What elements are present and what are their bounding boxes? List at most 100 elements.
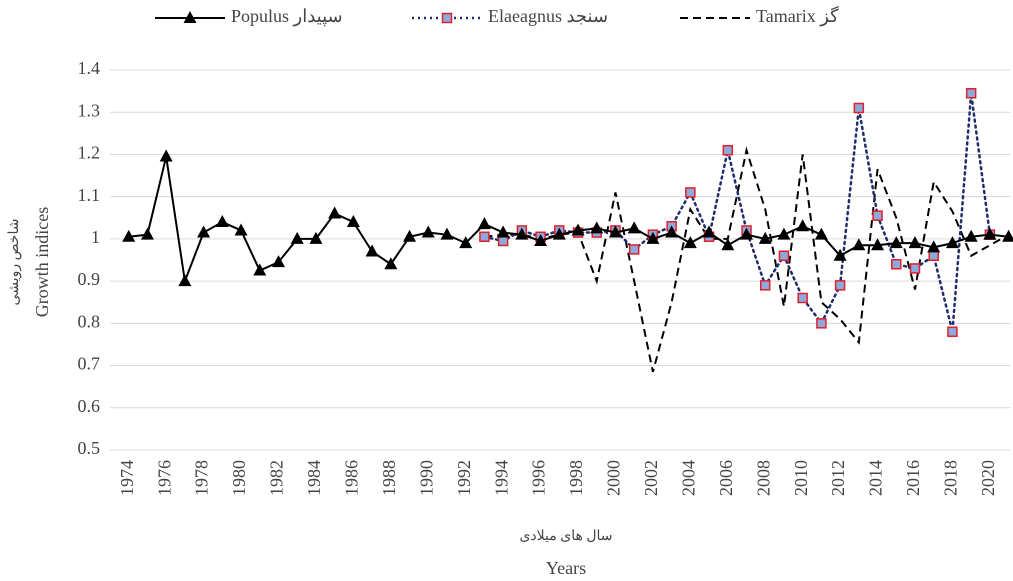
x-tick-label: 2002 bbox=[641, 460, 661, 496]
point-marker bbox=[515, 227, 529, 240]
point-marker bbox=[908, 236, 922, 249]
point-marker bbox=[816, 318, 827, 329]
y-tick-label: 1 bbox=[91, 227, 100, 247]
point-marker bbox=[889, 236, 903, 249]
legend-marker bbox=[183, 11, 197, 23]
point-marker bbox=[122, 229, 136, 242]
point-marker bbox=[928, 250, 939, 262]
x-tick-label: 2012 bbox=[828, 460, 848, 496]
x-tick-label: 1974 bbox=[117, 460, 137, 496]
x-tick-label: 1986 bbox=[341, 460, 361, 496]
point-marker bbox=[964, 229, 978, 242]
x-tick-label: 1978 bbox=[192, 460, 212, 496]
point-marker bbox=[253, 263, 267, 276]
x-tick-label: 1976 bbox=[154, 460, 174, 496]
legend-label: Tamarix گز bbox=[756, 5, 839, 27]
point-marker bbox=[685, 187, 696, 198]
point-marker bbox=[965, 87, 977, 99]
point-marker bbox=[927, 240, 941, 253]
point-marker bbox=[140, 227, 154, 240]
x-tick-label: 2010 bbox=[791, 460, 811, 496]
y-axis-label: Growth indices bbox=[32, 207, 52, 317]
point-marker bbox=[608, 225, 622, 238]
point-marker bbox=[833, 248, 847, 261]
point-marker bbox=[778, 250, 790, 262]
point-marker bbox=[571, 223, 585, 236]
x-tick-label: 1996 bbox=[529, 460, 549, 496]
legend-marker bbox=[441, 12, 453, 24]
point-marker bbox=[477, 217, 491, 230]
x-tick-label: 2004 bbox=[678, 460, 698, 496]
y-tick-label: 1.4 bbox=[78, 58, 101, 78]
x-tick-label: 1988 bbox=[379, 460, 399, 496]
x-tick-label: 2000 bbox=[604, 460, 624, 496]
x-axis-label-fa: سال های میلادی bbox=[519, 529, 612, 544]
point-marker bbox=[384, 257, 398, 270]
y-axis-label-fa: شاخص رویشی bbox=[7, 219, 22, 306]
x-tick-label: 2018 bbox=[941, 460, 961, 496]
point-marker bbox=[590, 221, 604, 234]
y-tick-label: 0.8 bbox=[78, 311, 101, 331]
point-marker bbox=[871, 238, 885, 251]
point-marker bbox=[796, 219, 810, 232]
y-tick-label: 0.6 bbox=[78, 396, 101, 416]
series-line bbox=[483, 93, 992, 333]
point-marker bbox=[365, 244, 379, 257]
y-tick-label: 0.9 bbox=[78, 269, 101, 289]
x-tick-label: 1994 bbox=[491, 460, 511, 496]
x-tick-label: 2008 bbox=[753, 460, 773, 496]
series-line bbox=[484, 146, 1010, 373]
point-marker bbox=[534, 234, 548, 246]
point-marker bbox=[702, 225, 716, 238]
point-marker bbox=[178, 274, 192, 287]
point-marker bbox=[983, 227, 997, 240]
x-tick-label: 2006 bbox=[716, 460, 736, 496]
y-tick-label: 0.5 bbox=[78, 438, 101, 458]
legend-label: Elaeagnus سنجد bbox=[488, 6, 608, 26]
x-tick-label: 1992 bbox=[454, 460, 474, 496]
x-tick-label: 1982 bbox=[267, 460, 287, 496]
x-tick-label: 1998 bbox=[566, 460, 586, 496]
x-tick-label: 2020 bbox=[978, 460, 998, 496]
point-marker bbox=[234, 223, 248, 236]
x-tick-label: 1984 bbox=[304, 460, 324, 496]
point-marker bbox=[627, 221, 641, 234]
point-marker bbox=[777, 227, 791, 240]
point-marker bbox=[852, 238, 866, 251]
point-marker bbox=[759, 280, 771, 291]
point-marker bbox=[328, 206, 342, 219]
point-marker bbox=[628, 244, 640, 255]
point-marker bbox=[159, 149, 173, 162]
point-marker bbox=[814, 227, 828, 240]
point-marker bbox=[834, 280, 846, 291]
point-marker bbox=[440, 227, 454, 240]
point-marker bbox=[346, 215, 360, 227]
point-marker bbox=[721, 238, 735, 251]
y-tick-label: 1.3 bbox=[78, 100, 101, 120]
y-tick-label: 1.2 bbox=[78, 143, 101, 163]
point-marker bbox=[909, 263, 921, 274]
point-marker bbox=[740, 227, 754, 240]
point-marker bbox=[758, 231, 772, 244]
point-marker bbox=[683, 236, 697, 249]
y-tick-label: 0.7 bbox=[78, 354, 101, 374]
point-marker bbox=[215, 215, 229, 227]
point-marker bbox=[479, 231, 490, 243]
point-marker bbox=[665, 225, 679, 238]
x-tick-label: 2016 bbox=[903, 460, 923, 496]
point-marker bbox=[722, 144, 734, 156]
point-marker bbox=[197, 225, 211, 238]
point-marker bbox=[271, 255, 285, 268]
point-marker bbox=[945, 236, 959, 249]
point-marker bbox=[496, 225, 510, 238]
point-marker bbox=[947, 326, 958, 338]
point-marker bbox=[459, 236, 473, 249]
point-marker bbox=[497, 235, 509, 247]
point-marker bbox=[403, 229, 417, 242]
point-marker bbox=[421, 225, 435, 238]
point-marker bbox=[309, 231, 323, 244]
point-marker bbox=[1002, 229, 1013, 242]
x-tick-label: 1990 bbox=[416, 460, 436, 496]
x-tick-label: 1980 bbox=[229, 460, 249, 496]
